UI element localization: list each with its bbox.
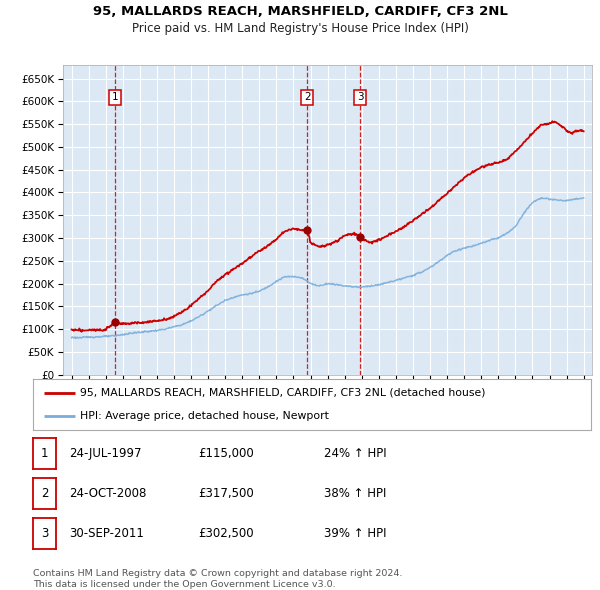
Text: 2: 2 <box>41 487 48 500</box>
Text: 95, MALLARDS REACH, MARSHFIELD, CARDIFF, CF3 2NL (detached house): 95, MALLARDS REACH, MARSHFIELD, CARDIFF,… <box>80 388 486 398</box>
Text: 1: 1 <box>41 447 48 460</box>
Text: 39% ↑ HPI: 39% ↑ HPI <box>324 527 386 540</box>
Text: 24-JUL-1997: 24-JUL-1997 <box>69 447 142 460</box>
Text: 2: 2 <box>304 93 311 103</box>
Text: 3: 3 <box>41 527 48 540</box>
Text: Contains HM Land Registry data © Crown copyright and database right 2024.
This d: Contains HM Land Registry data © Crown c… <box>33 569 403 589</box>
Text: 95, MALLARDS REACH, MARSHFIELD, CARDIFF, CF3 2NL: 95, MALLARDS REACH, MARSHFIELD, CARDIFF,… <box>92 5 508 18</box>
Text: 1: 1 <box>112 93 119 103</box>
Text: 24-OCT-2008: 24-OCT-2008 <box>69 487 146 500</box>
Text: 38% ↑ HPI: 38% ↑ HPI <box>324 487 386 500</box>
Text: £317,500: £317,500 <box>198 487 254 500</box>
Text: £115,000: £115,000 <box>198 447 254 460</box>
Text: Price paid vs. HM Land Registry's House Price Index (HPI): Price paid vs. HM Land Registry's House … <box>131 22 469 35</box>
Text: 3: 3 <box>357 93 364 103</box>
Text: 24% ↑ HPI: 24% ↑ HPI <box>324 447 386 460</box>
Text: 30-SEP-2011: 30-SEP-2011 <box>69 527 144 540</box>
Text: £302,500: £302,500 <box>198 527 254 540</box>
Text: HPI: Average price, detached house, Newport: HPI: Average price, detached house, Newp… <box>80 411 329 421</box>
